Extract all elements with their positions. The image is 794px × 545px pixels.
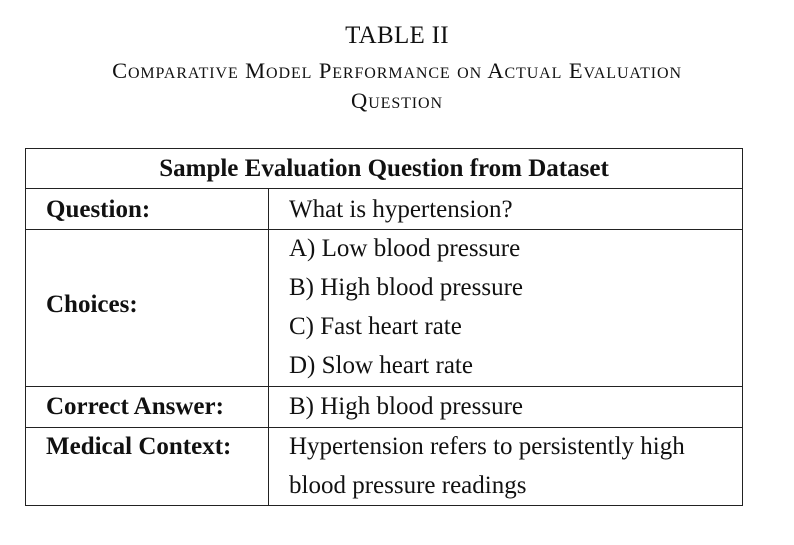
rule-after-question [26,229,742,230]
context-line-2: blood pressure readings [289,472,527,499]
rule-after-answer [26,427,742,428]
choice-b: B) High blood pressure [289,274,523,301]
choice-c: C) Fast heart rate [289,313,462,340]
question-label: Question: [46,196,151,223]
table-title-line-2: Question [351,88,443,113]
choices-label: Choices: [46,291,138,318]
table-header: Sample Evaluation Question from Dataset [159,155,609,182]
choice-a: A) Low blood pressure [289,235,521,262]
column-divider [268,189,269,505]
rule-after-choices [26,386,742,387]
table-title-line-1: Comparative Model Performance on Actual … [112,58,682,83]
evaluation-table: Sample Evaluation Question from Dataset … [25,148,743,506]
question-value: What is hypertension? [289,196,513,223]
context-line-1: Hypertension refers to persistently high [289,433,685,460]
choice-d: D) Slow heart rate [289,352,473,379]
table-label: TABLE II [345,22,449,49]
context-label: Medical Context: [46,433,232,460]
answer-value: B) High blood pressure [289,393,523,420]
answer-label: Correct Answer: [46,393,224,420]
rule-after-header [26,188,742,189]
table-title: Comparative Model Performance on Actual … [0,56,794,116]
